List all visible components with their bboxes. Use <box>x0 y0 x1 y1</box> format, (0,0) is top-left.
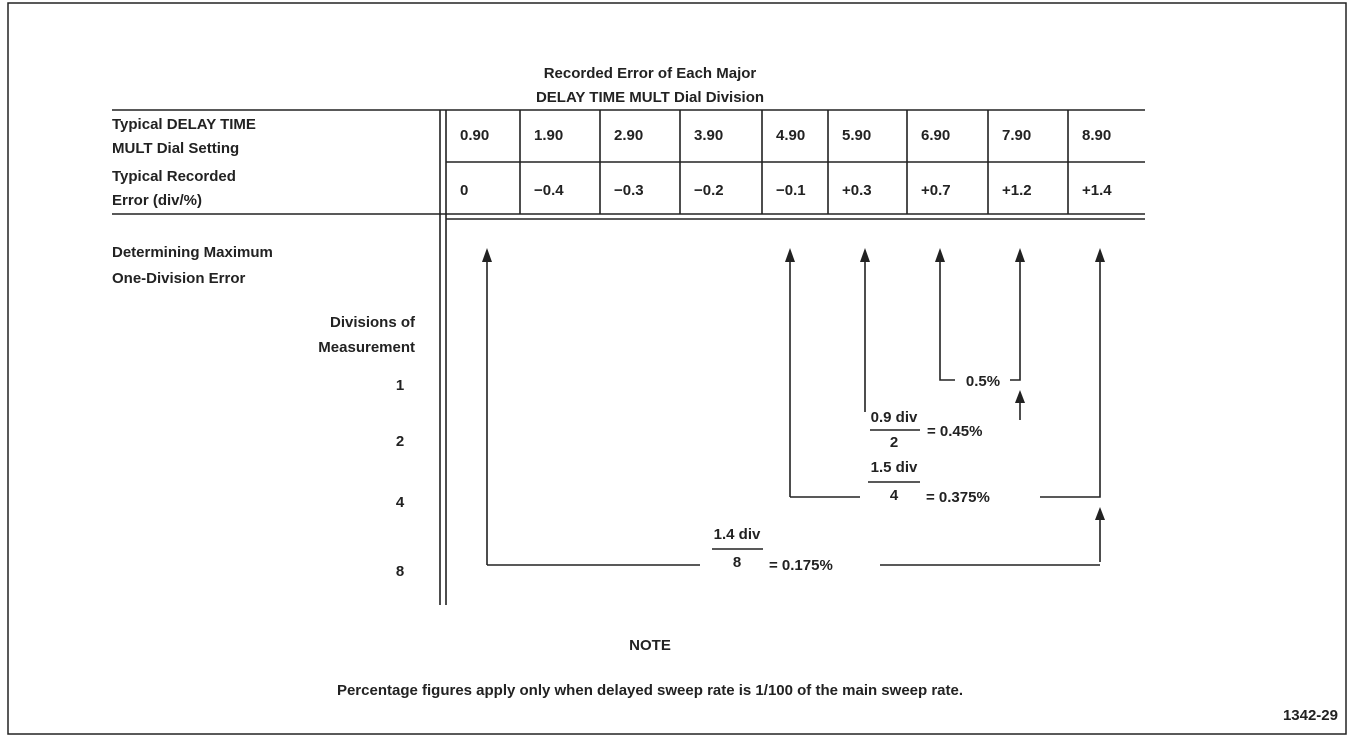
cell: −0.1 <box>776 182 806 199</box>
row-header: Typical Recorded <box>112 168 236 185</box>
rules <box>112 109 1145 605</box>
formula-result: = 0.375% <box>926 489 990 506</box>
frame <box>7 2 1347 735</box>
row-header: Error (div/%) <box>112 192 202 209</box>
arrowhead <box>860 248 870 262</box>
cell: 6.90 <box>921 127 950 144</box>
division: 8 <box>396 563 404 580</box>
division: 1 <box>396 377 404 394</box>
figure-number: 1342-29 <box>1283 707 1338 724</box>
arrowhead <box>1015 248 1025 262</box>
cell: −0.3 <box>614 182 644 199</box>
note-heading: NOTE <box>629 637 671 654</box>
formula-denominator: 4 <box>890 487 899 504</box>
arrowhead <box>935 248 945 262</box>
title: DELAY TIME MULT Dial Division <box>536 89 764 106</box>
arrowhead <box>785 248 795 262</box>
formula-denominator: 8 <box>733 554 741 571</box>
arrowhead <box>1015 390 1025 403</box>
division: 4 <box>396 494 405 511</box>
rule-line <box>1010 255 1021 381</box>
sub-heading: Divisions of <box>330 314 416 331</box>
formula-numerator: 1.4 div <box>714 526 761 543</box>
cell: −0.4 <box>534 182 564 199</box>
formula-result: = 0.45% <box>927 423 982 440</box>
arrowhead <box>1095 507 1105 520</box>
cell: 7.90 <box>1002 127 1031 144</box>
formula-denominator: 2 <box>890 434 898 451</box>
division: 2 <box>396 433 404 450</box>
sub-heading: Measurement <box>318 339 415 356</box>
formula-numerator: 0.9 div <box>871 409 918 426</box>
formula-result: 0.5% <box>966 373 1000 390</box>
cell: 0 <box>460 182 468 199</box>
section-heading: Determining Maximum <box>112 244 273 261</box>
arrowhead <box>482 248 492 262</box>
cell: 3.90 <box>694 127 723 144</box>
formula-result: = 0.175% <box>769 557 833 574</box>
rule-line <box>1040 255 1101 498</box>
arrowhead <box>1095 248 1105 262</box>
arrowheads <box>482 248 1105 520</box>
row-header: MULT Dial Setting <box>112 140 239 157</box>
cell: +1.2 <box>1002 182 1032 199</box>
cell: +1.4 <box>1082 182 1112 199</box>
cell: +0.7 <box>921 182 951 199</box>
note-text: Percentage figures apply only when delay… <box>337 682 963 699</box>
cell: 4.90 <box>776 127 805 144</box>
title: Recorded Error of Each Major <box>544 65 757 82</box>
cell: 1.90 <box>534 127 563 144</box>
section-heading: One-Division Error <box>112 270 246 287</box>
cell: 2.90 <box>614 127 643 144</box>
cell: 8.90 <box>1082 127 1111 144</box>
rule-line <box>939 255 955 381</box>
cell: 0.90 <box>460 127 489 144</box>
row-header: Typical DELAY TIME <box>112 116 256 133</box>
cell: +0.3 <box>842 182 872 199</box>
formula-numerator: 1.5 div <box>871 459 918 476</box>
cell: 5.90 <box>842 127 871 144</box>
cell: −0.2 <box>694 182 724 199</box>
